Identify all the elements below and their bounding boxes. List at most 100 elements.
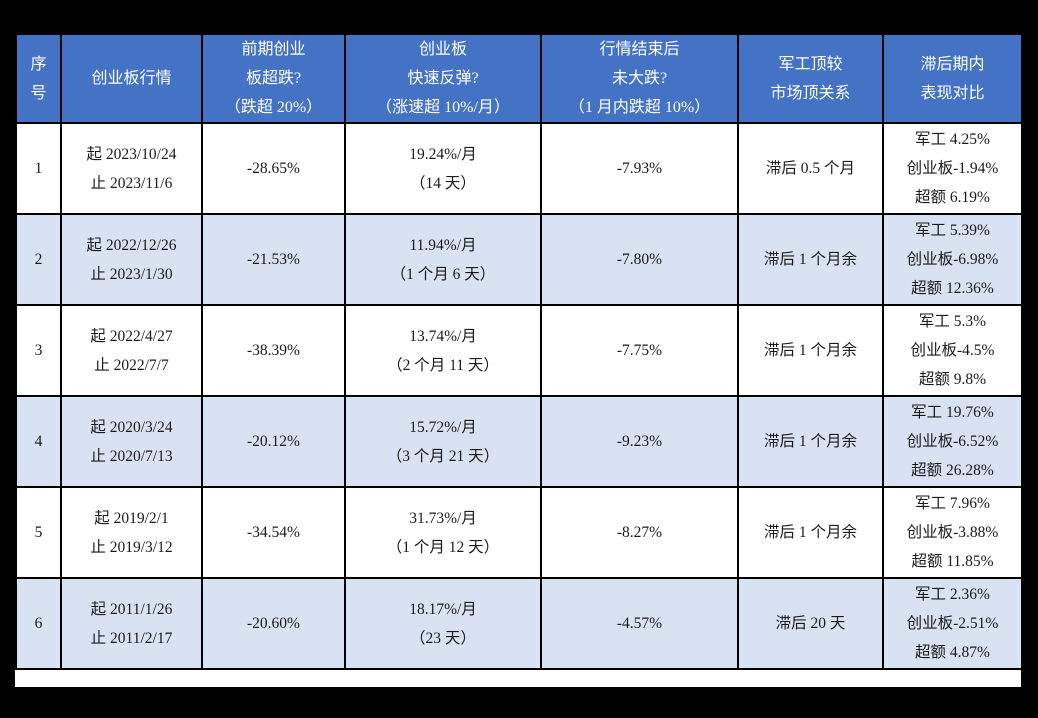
header-line: 创业板 [418,41,467,58]
cell-compare: 军工 5.3% 创业板-4.5% 超额 9.8% [882,304,1023,397]
cell-line: （1 个月 12 天） [386,538,500,556]
cell-after-drop: -7.80% [540,213,739,306]
cell-period: 起 2023/10/24 止 2023/11/6 [60,122,203,215]
cell-line: -38.39% [247,342,300,359]
cell-rebound: 15.72%/月 （3 个月 21 天） [344,395,542,488]
cell-line: 创业板-2.51% [906,615,999,632]
cell-oversold: -38.39% [201,304,346,397]
cell-oversold: -34.54% [201,486,346,579]
header-line: 号 [30,84,47,102]
cell-seq: 2 [15,213,62,306]
market-history-table: 序 号 创业板行情 前期创业 板超跌? （跌超 20%） 创业板 快速反弹? （… [15,33,1023,670]
cell-line: 止 2022/7/7 [94,356,169,374]
cell-compare: 军工 7.96% 创业板-3.88% 超额 11.85% [882,486,1023,579]
table-row: 5 起 2019/2/1 止 2019/3/12 -34.54% 31.73%/… [15,486,1023,579]
cell-oversold: -20.12% [201,395,346,488]
cell-line: 6 [34,615,43,632]
cell-line: 创业板-4.5% [910,342,995,359]
header-line: 未大跌? [611,70,668,87]
header-line: 市场顶关系 [770,84,851,102]
cell-period: 起 2022/12/26 止 2023/1/30 [60,213,203,306]
cell-line: -28.65% [247,160,300,177]
cell-line: 止 2011/2/17 [90,629,173,647]
header-line: 行情结束后 [599,41,680,58]
cell-line: -7.80% [616,251,663,268]
cell-line: 止 2019/3/12 [90,538,173,556]
cell-line: 起 2011/1/26 [90,600,173,618]
table-row: 2 起 2022/12/26 止 2023/1/30 -21.53% 11.94… [15,213,1023,306]
cell-line: 起 2019/2/1 [94,509,169,527]
header-line: 序 [30,55,47,73]
cell-line: 5 [34,524,43,541]
cell-line: -8.27% [616,524,663,541]
cell-line: 军工 2.36% [915,586,990,603]
cell-line: 1 [34,160,43,177]
cell-line: 超额 12.36% [911,280,994,297]
cell-oversold: -20.60% [201,577,346,670]
cell-line: 11.94%/月 [409,236,477,254]
cell-line: 18.17%/月 [409,600,477,618]
header-oversold: 前期创业 板超跌? （跌超 20%） [201,33,346,124]
cell-line: 超额 6.19% [915,189,990,206]
header-line: （跌超 20%） [224,99,323,116]
cell-line: 31.73%/月 [409,509,477,527]
header-line: （涨速超 10%/月） [376,99,510,116]
cell-compare: 军工 2.36% 创业板-2.51% 超额 4.87% [882,577,1023,670]
cell-line: -7.93% [616,160,663,177]
cell-seq: 6 [15,577,62,670]
cell-lag: 滞后 0.5 个月 [737,122,884,215]
cell-rebound: 31.73%/月 （1 个月 12 天） [344,486,542,579]
header-line: 板超跌? [245,70,302,87]
cell-compare: 军工 19.76% 创业板-6.52% 超额 26.28% [882,395,1023,488]
header-line: （1 月内跌超 10%） [568,99,711,116]
cell-lag: 滞后 1 个月余 [737,213,884,306]
cell-line: 军工 4.25% [915,131,990,148]
cell-seq: 4 [15,395,62,488]
cell-line: -34.54% [247,524,300,541]
cell-line: 创业板-6.98% [906,251,999,268]
table-row: 1 起 2023/10/24 止 2023/11/6 -28.65% 19.24… [15,122,1023,215]
document-page: 序 号 创业板行情 前期创业 板超跌? （跌超 20%） 创业板 快速反弹? （… [15,33,1023,687]
cell-lag: 滞后 20 天 [737,577,884,670]
header-market: 创业板行情 [60,33,203,124]
cell-line: 滞后 20 天 [775,615,846,632]
cell-line: 军工 5.3% [918,313,987,330]
cell-line: 15.72%/月 [409,418,477,436]
cell-line: -21.53% [247,251,300,268]
cell-line: 19.24%/月 [409,145,477,163]
cell-after-drop: -9.23% [540,395,739,488]
cell-line: 创业板-1.94% [906,160,999,177]
table-row: 4 起 2020/3/24 止 2020/7/13 -20.12% 15.72%… [15,395,1023,488]
cell-after-drop: -4.57% [540,577,739,670]
cell-line: 超额 4.87% [915,644,990,661]
cell-lag: 滞后 1 个月余 [737,395,884,488]
cell-line: 军工 7.96% [915,495,990,512]
cell-rebound: 13.74%/月 （2 个月 11 天） [344,304,542,397]
cell-after-drop: -7.93% [540,122,739,215]
cell-line: 滞后 1 个月余 [763,524,857,541]
header-lag: 军工顶较 市场顶关系 [737,33,884,124]
cell-line: 创业板-6.52% [906,433,999,450]
header-line: 快速反弹? [407,70,479,87]
cell-seq: 5 [15,486,62,579]
cell-line: （14 天） [410,174,476,192]
cell-period: 起 2019/2/1 止 2019/3/12 [60,486,203,579]
cell-line: -4.57% [616,615,663,632]
header-line: 滞后期内 [920,55,985,73]
cell-line: -20.12% [247,433,300,450]
cell-line: 起 2022/4/27 [90,327,173,345]
cell-line: （23 天） [410,629,476,647]
cell-period: 起 2022/4/27 止 2022/7/7 [60,304,203,397]
header-no-crash: 行情结束后 未大跌? （1 月内跌超 10%） [540,33,739,124]
cell-line: 创业板-3.88% [906,524,999,541]
cell-compare: 军工 4.25% 创业板-1.94% 超额 6.19% [882,122,1023,215]
cell-lag: 滞后 1 个月余 [737,486,884,579]
cell-rebound: 19.24%/月 （14 天） [344,122,542,215]
cell-line: 滞后 0.5 个月 [765,160,856,177]
header-seq: 序 号 [15,33,62,124]
table-header-row: 序 号 创业板行情 前期创业 板超跌? （跌超 20%） 创业板 快速反弹? （… [15,33,1023,124]
cell-line: 滞后 1 个月余 [763,251,857,268]
cell-line: -7.75% [616,342,663,359]
cell-line: 起 2020/3/24 [90,418,173,436]
cell-line: 2 [34,251,43,268]
